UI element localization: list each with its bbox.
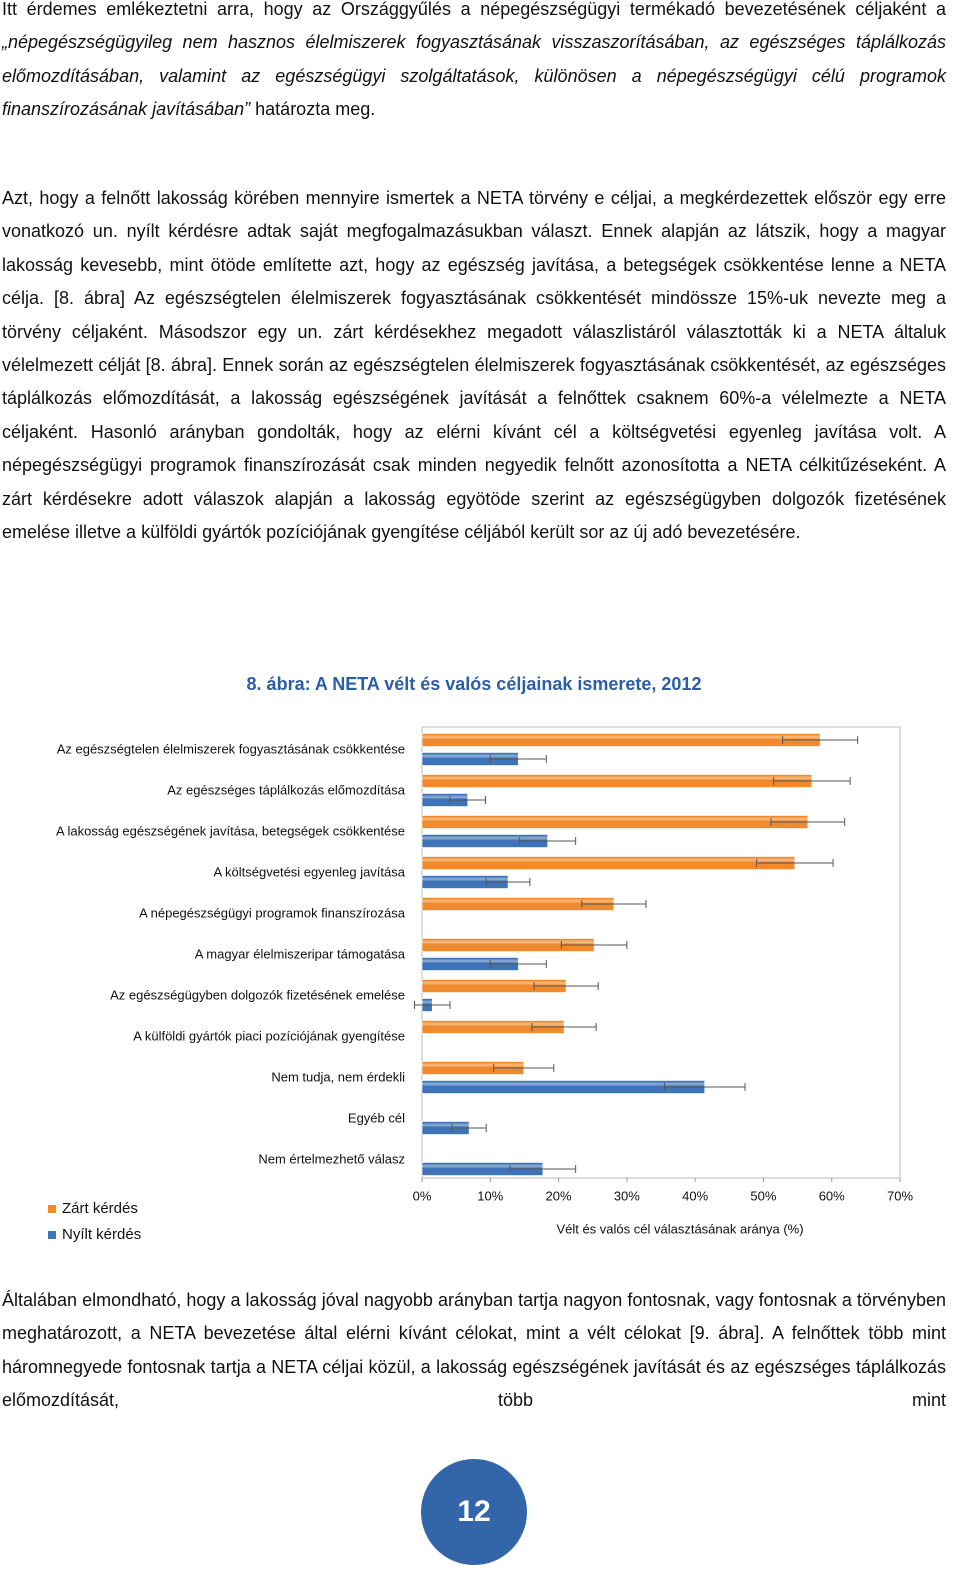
bar-highlight	[422, 1123, 470, 1127]
legend-swatch	[48, 1205, 56, 1213]
bar-highlight	[422, 1000, 433, 1004]
category-label: A magyar élelmiszeripar támogatása	[195, 946, 406, 961]
error-bar	[489, 960, 547, 968]
bar-highlight	[422, 1022, 565, 1026]
paragraph: Itt érdemes emlékeztetni arra, hogy az O…	[2, 0, 946, 127]
x-tick-label: 60%	[819, 1188, 845, 1203]
error-bar	[756, 859, 834, 867]
bar-highlight	[422, 836, 548, 840]
error-bar	[782, 736, 859, 744]
text-run: Azt, hogy a felnőtt lakosság körében men…	[2, 188, 946, 543]
x-tick-label: 30%	[614, 1188, 640, 1203]
page-number: 12	[421, 1459, 527, 1565]
category-label: A költségvetési egyenleg javítása	[213, 864, 405, 879]
bar-highlight	[422, 795, 468, 799]
error-bar	[533, 982, 599, 990]
category-label: Nem értelmezhető válasz	[258, 1151, 405, 1166]
bar-highlight	[422, 754, 519, 758]
error-bar	[413, 1001, 451, 1009]
bar-highlight	[422, 1063, 524, 1067]
error-bar	[489, 755, 547, 763]
bar-highlight	[422, 899, 614, 903]
bar-highlight	[422, 1164, 543, 1168]
error-bar	[560, 941, 628, 949]
bar-highlight	[422, 959, 519, 963]
category-label: Az egészségtelen élelmiszerek fogyasztás…	[57, 741, 405, 756]
error-bar	[519, 837, 577, 845]
bar-highlight	[422, 1082, 705, 1086]
category-label: Az egészséges táplálkozás előmozdítása	[167, 782, 406, 797]
error-bar	[485, 878, 531, 886]
bar-highlight	[422, 940, 595, 944]
category-label: A külföldi gyártók piaci pozíciójának gy…	[133, 1028, 405, 1043]
plot-frame	[421, 726, 901, 1179]
text-run: „népegészségügyileg nem hasznos élelmisz…	[2, 32, 946, 120]
error-bar	[509, 1165, 577, 1173]
category-label: A népegészségügyi programok finanszírozá…	[139, 905, 406, 920]
legend-label: Nyílt kérdés	[62, 1226, 141, 1243]
category-label: Egyéb cél	[348, 1110, 405, 1125]
error-bar	[773, 777, 851, 785]
category-label: Az egészségügyben dolgozók fizetésének e…	[110, 987, 405, 1002]
error-bar	[581, 900, 647, 908]
legend-swatch	[48, 1231, 56, 1239]
bar	[421, 1080, 706, 1094]
text-run: Általában elmondható, hogy a lakosság jó…	[2, 1290, 946, 1411]
bar	[421, 774, 813, 788]
bar	[421, 856, 796, 870]
bar-highlight	[422, 877, 509, 881]
x-tick-label: 0%	[413, 1188, 432, 1203]
figure-caption: 8. ábra: A NETA vélt és valós céljainak …	[246, 674, 702, 694]
bar-highlight	[422, 735, 821, 739]
legend-label: Zárt kérdés	[62, 1200, 138, 1217]
x-tick-label: 10%	[477, 1188, 503, 1203]
error-bar	[663, 1083, 746, 1091]
x-tick-label: 50%	[750, 1188, 776, 1203]
x-tick-label: 70%	[887, 1188, 913, 1203]
category-label: A lakosság egészségének javítása, betegs…	[56, 823, 405, 838]
bar-highlight	[422, 817, 808, 821]
bar-highlight	[422, 981, 567, 985]
paragraph: Általában elmondható, hogy a lakosság jó…	[2, 1284, 946, 1418]
error-bar	[493, 1064, 555, 1072]
bar	[421, 815, 809, 829]
error-bar	[449, 796, 487, 804]
x-tick-label: 40%	[682, 1188, 708, 1203]
x-axis-title: Vélt és valós cél választásának aránya (…	[556, 1221, 803, 1236]
bar-highlight	[422, 858, 795, 862]
chart: Vélt és valós cél választásának aránya (…	[48, 726, 913, 1243]
bar-highlight	[422, 776, 812, 780]
error-bar	[531, 1023, 597, 1031]
text-run: határozta meg.	[250, 99, 376, 120]
bar	[421, 733, 821, 747]
error-bar	[451, 1124, 487, 1132]
paragraph: Azt, hogy a felnőtt lakosság körében men…	[2, 182, 946, 549]
error-bar	[770, 818, 846, 826]
text-run: Itt érdemes emlékeztetni arra, hogy az O…	[2, 0, 946, 19]
x-tick-label: 20%	[546, 1188, 572, 1203]
category-label: Nem tudja, nem érdekli	[271, 1069, 405, 1084]
